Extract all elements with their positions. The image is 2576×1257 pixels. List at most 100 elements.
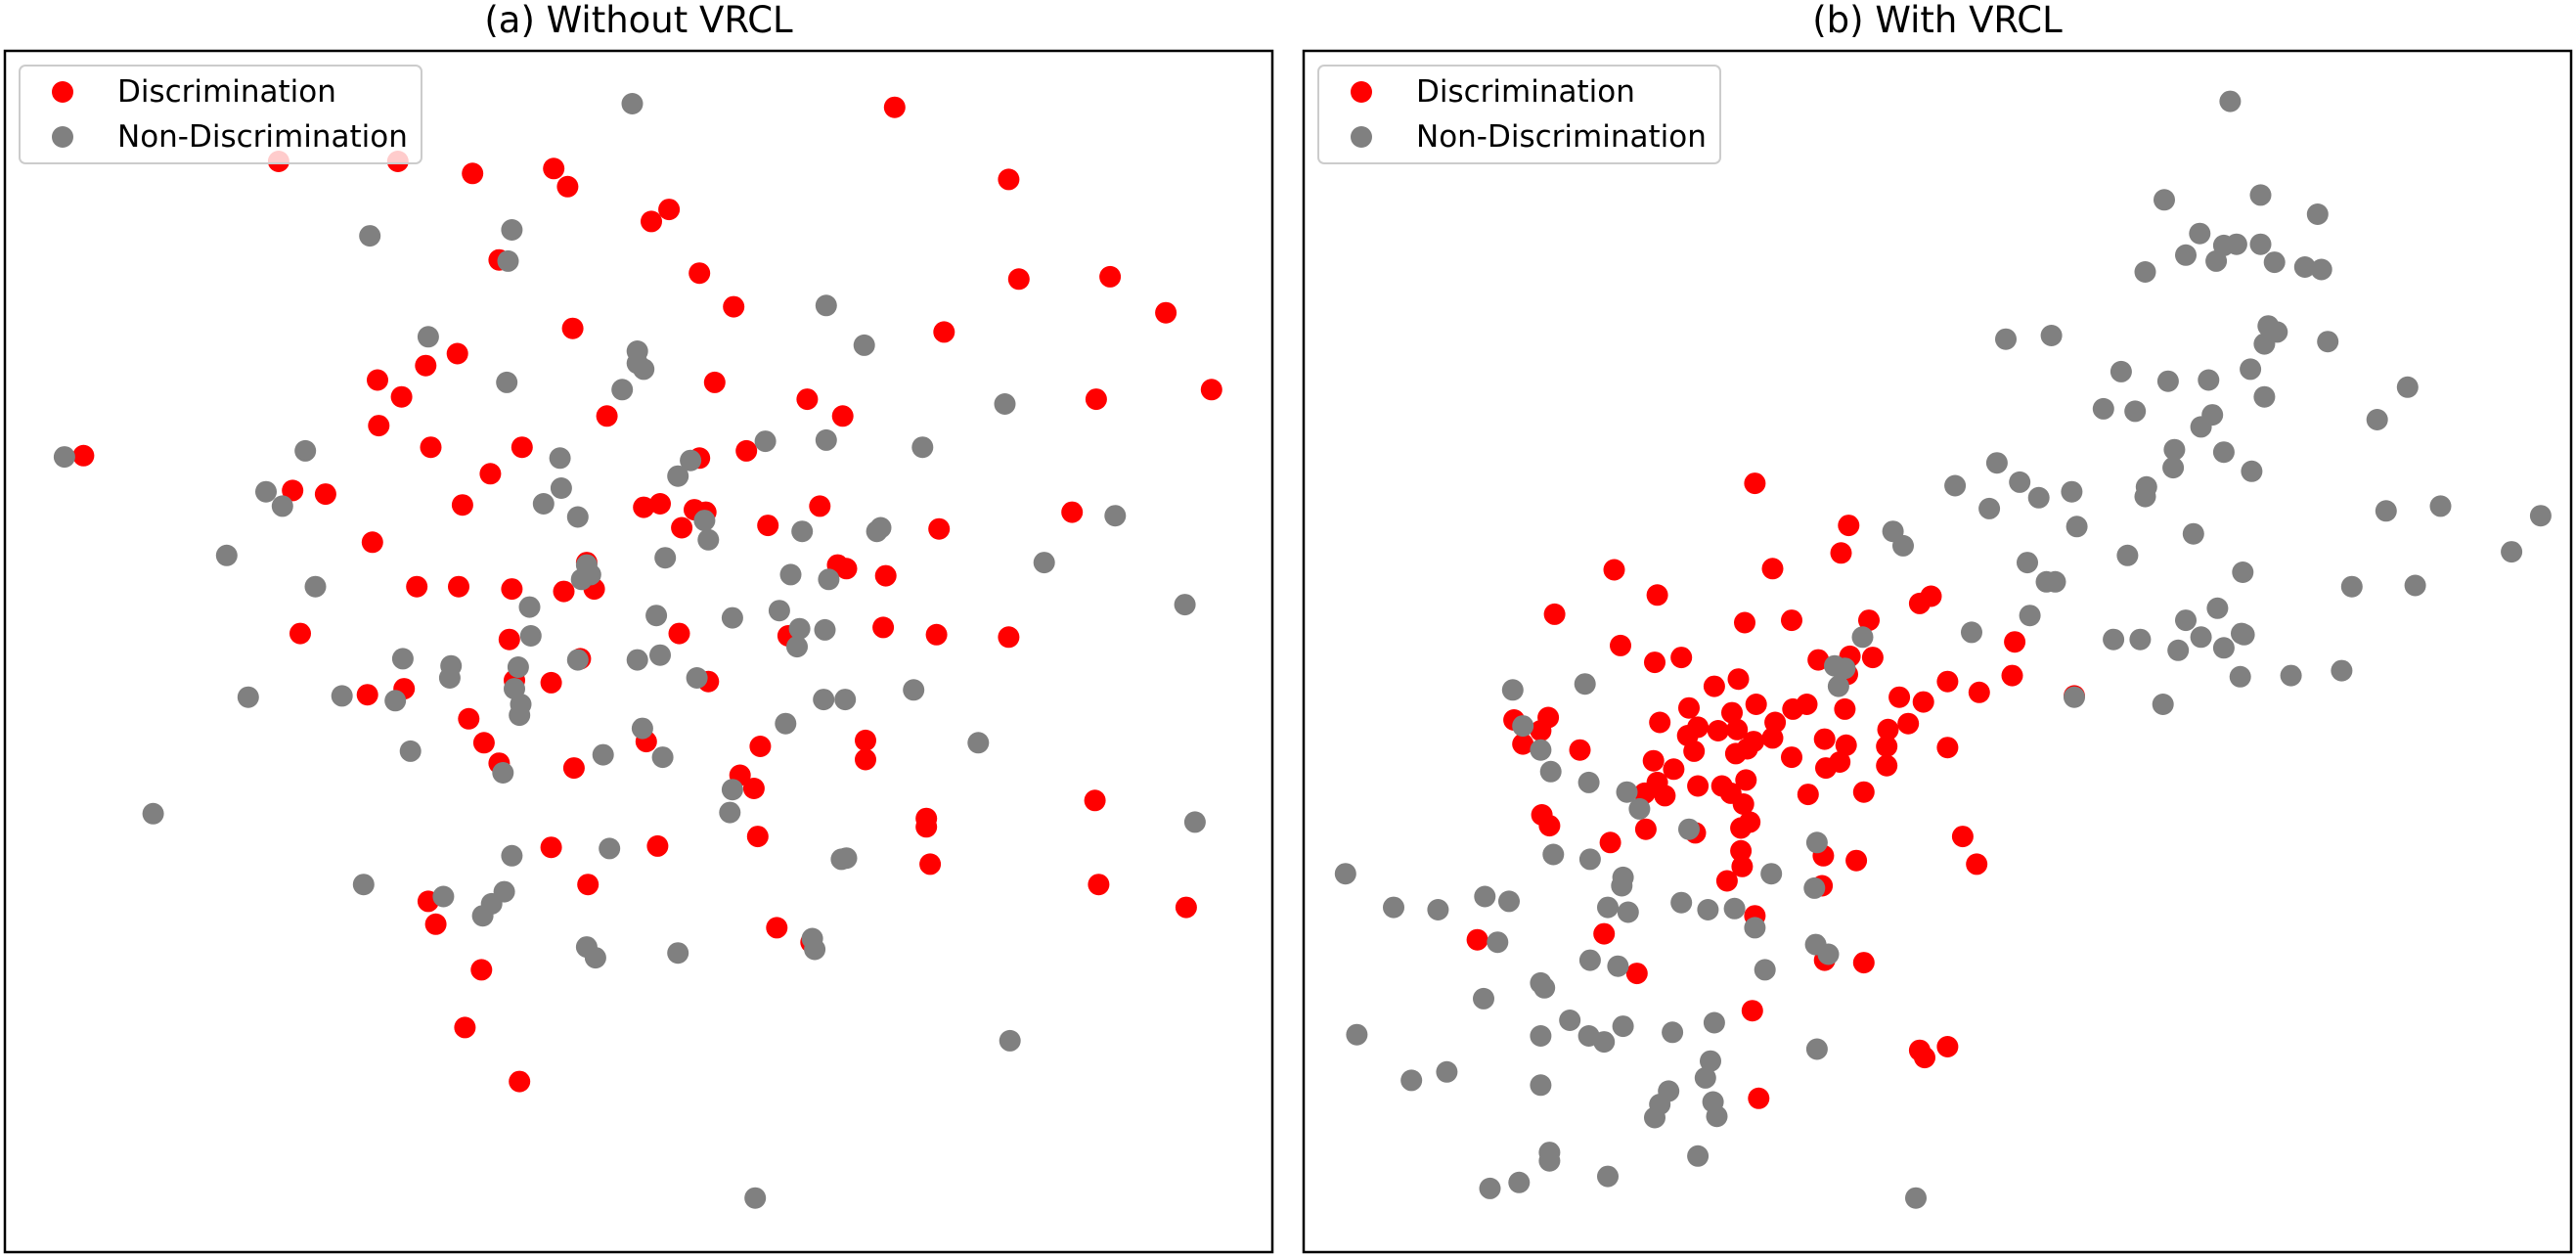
point-discrimination-32	[479, 463, 502, 485]
point-non-discrimination-74	[1501, 679, 1524, 701]
point-non-discrimination-65	[2233, 623, 2255, 646]
point-non-discrimination-84	[1616, 781, 1638, 803]
point-discrimination-14	[1610, 634, 1631, 656]
point-discrimination-10	[688, 262, 711, 285]
panel-b-plot-area	[1302, 49, 2573, 1254]
point-non-discrimination-134	[1597, 1165, 1619, 1188]
point-discrimination-75	[562, 757, 585, 780]
point-discrimination-17	[446, 342, 468, 365]
point-discrimination-54	[835, 558, 858, 580]
point-non-discrimination-98	[1498, 890, 1520, 913]
point-discrimination-42	[1061, 501, 1084, 523]
point-non-discrimination-10	[2263, 251, 2286, 274]
point-non-discrimination-26	[693, 510, 716, 532]
point-discrimination-72	[1730, 817, 1753, 839]
point-non-discrimination-67	[1961, 621, 1982, 644]
point-non-discrimination-9	[2249, 233, 2272, 255]
point-non-discrimination-89	[1578, 848, 1601, 871]
point-non-discrimination-97	[1474, 885, 1496, 908]
panel-b-title: (b) With VRCL	[1812, 0, 2063, 41]
point-discrimination-66	[1852, 781, 1875, 803]
point-discrimination-20	[703, 371, 726, 393]
point-non-discrimination-19	[53, 446, 75, 469]
point-discrimination-49	[1512, 733, 1534, 755]
panel-a-legend-label-discrimination: Discrimination	[117, 74, 336, 110]
point-discrimination-33	[1782, 697, 1804, 720]
point-non-discrimination-12	[2310, 258, 2332, 281]
point-non-discrimination-85	[1628, 797, 1651, 820]
point-non-discrimination-55	[507, 656, 529, 678]
point-discrimination-21	[390, 385, 413, 408]
point-non-discrimination-2	[2249, 184, 2272, 206]
point-non-discrimination-112	[1473, 987, 1494, 1010]
point-non-discrimination-71	[592, 743, 614, 766]
point-discrimination-47	[1877, 718, 1899, 741]
point-discrimination-91	[1466, 928, 1488, 951]
point-discrimination-65	[1735, 769, 1757, 791]
point-non-discrimination-37	[304, 575, 327, 598]
point-non-discrimination-44	[2331, 659, 2353, 682]
point-non-discrimination-126	[1400, 1069, 1423, 1092]
point-non-discrimination-13	[754, 430, 777, 453]
point-discrimination-86	[577, 874, 600, 896]
point-discrimination-53	[1683, 740, 1706, 762]
point-non-discrimination-43	[645, 605, 668, 627]
point-non-discrimination-77	[1183, 811, 1206, 833]
point-discrimination-57	[498, 628, 520, 651]
point-non-discrimination-74	[721, 779, 743, 801]
point-non-discrimination-80	[1512, 715, 1534, 738]
point-discrimination-95	[1914, 1047, 1935, 1069]
point-non-discrimination-20	[667, 465, 689, 487]
point-non-discrimination-69	[2129, 628, 2152, 651]
point-discrimination-0	[1744, 472, 1766, 495]
point-discrimination-25	[831, 405, 854, 427]
point-non-discrimination-52	[391, 648, 414, 670]
point-non-discrimination-27	[791, 520, 814, 543]
point-discrimination-5	[556, 175, 579, 198]
point-discrimination-8	[641, 210, 662, 233]
panel-b-legend: Discrimination Non-Discrimination	[1317, 65, 1721, 164]
point-discrimination-85	[1951, 826, 1974, 848]
panel-a-title: (a) Without VRCL	[484, 0, 793, 41]
point-discrimination-52	[1663, 758, 1685, 781]
panel-b-legend-marker-discrimination	[1351, 81, 1372, 103]
panel-a: (a) Without VRCL Discrimination Non-Disc…	[3, 0, 1274, 1254]
point-discrimination-57	[1781, 746, 1802, 769]
point-discrimination-69	[458, 707, 480, 730]
point-non-discrimination-75	[719, 801, 741, 824]
point-non-discrimination-5	[417, 326, 439, 348]
point-non-discrimination-62	[237, 686, 259, 708]
point-discrimination-51	[553, 580, 575, 603]
point-non-discrimination-0	[2219, 90, 2242, 112]
point-non-discrimination-68	[2103, 628, 2125, 651]
point-discrimination-7	[658, 199, 681, 221]
point-discrimination-70	[1732, 793, 1754, 815]
point-non-discrimination-28	[2092, 397, 2114, 420]
point-discrimination-16	[933, 321, 955, 343]
point-non-discrimination-38	[2404, 574, 2426, 597]
point-non-discrimination-79	[501, 844, 523, 867]
point-discrimination-59	[1829, 751, 1851, 773]
point-discrimination-48	[1897, 712, 1920, 735]
point-discrimination-76	[1634, 818, 1657, 840]
point-non-discrimination-46	[814, 618, 836, 641]
point-non-discrimination-111	[1530, 971, 1552, 994]
point-non-discrimination-78	[1834, 657, 1856, 680]
panel-a-points	[53, 93, 1222, 1209]
point-non-discrimination-32	[2212, 441, 2235, 464]
point-non-discrimination-60	[2019, 605, 2041, 627]
panel-a-legend-marker-non-discrimination	[52, 126, 73, 148]
point-non-discrimination-24	[2396, 376, 2419, 398]
point-discrimination-26	[1745, 694, 1767, 715]
point-non-discrimination-51	[649, 644, 671, 666]
point-non-discrimination-93	[1803, 876, 1826, 899]
point-non-discrimination-122	[1700, 1050, 1721, 1072]
point-non-discrimination-31	[697, 528, 720, 551]
point-non-discrimination-121	[1754, 959, 1776, 981]
point-non-discrimination-56	[1944, 474, 1967, 497]
point-non-discrimination-27	[2253, 385, 2276, 408]
point-non-discrimination-42	[768, 600, 790, 622]
point-non-discrimination-125	[1436, 1060, 1458, 1083]
point-non-discrimination-72	[2280, 664, 2302, 687]
point-non-discrimination-119	[1593, 1031, 1616, 1054]
